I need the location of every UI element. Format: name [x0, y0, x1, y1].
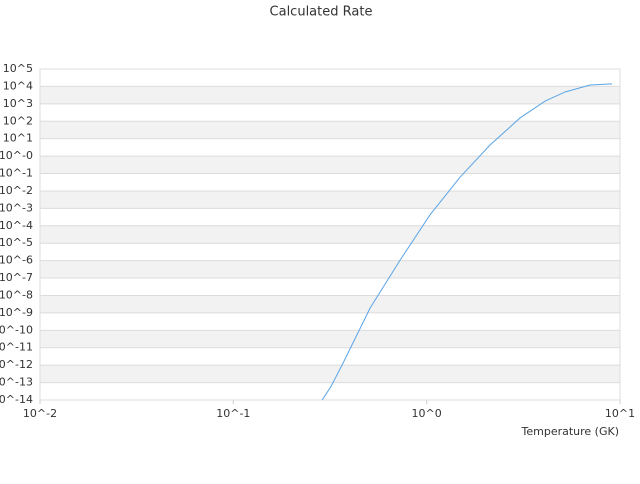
chart-title: Calculated Rate: [270, 5, 373, 20]
grid-band: [40, 225, 620, 244]
x-tick-label: 10^1: [605, 407, 635, 420]
data-line: [321, 83, 613, 400]
y-tick-label: 10^-0: [0, 149, 33, 162]
y-tick-label: 10^-5: [0, 236, 33, 249]
y-tick-label: 10^3: [3, 97, 33, 110]
y-tick-label: 10^-1: [0, 167, 33, 180]
grid-band: [40, 295, 620, 313]
y-tick-label: 10^-10: [0, 323, 33, 336]
y-tick-label: 10^-8: [0, 288, 33, 301]
grid-band: [40, 365, 620, 383]
x-tick-label: 10^-1: [216, 407, 250, 420]
grid-band: [40, 330, 620, 348]
y-tick-label: 10^-6: [0, 254, 33, 267]
y-tick-label: 10^5: [3, 62, 33, 75]
grid-band: [40, 156, 620, 174]
grid-band: [40, 260, 620, 279]
y-tick-label: 10^4: [3, 79, 33, 92]
y-tick-label: 10^-9: [0, 306, 33, 319]
y-tick-label: 10^-13: [0, 376, 33, 389]
grid-band: [40, 86, 620, 104]
grid-band: [40, 190, 620, 209]
y-tick-label: 10^-12: [0, 358, 33, 371]
plot-border: [39, 68, 621, 401]
y-tick-label: 10^-7: [0, 271, 33, 284]
y-tick-label: 10^-4: [0, 219, 33, 232]
x-axis-label: Temperature (GK): [521, 425, 620, 438]
x-tick-label: 10^-2: [23, 407, 57, 420]
x-tick-label: 10^0: [412, 407, 442, 420]
y-tick-label: 10^1: [3, 132, 33, 145]
y-tick-label: 10^2: [3, 114, 33, 127]
y-tick-label: 10^-3: [0, 201, 33, 214]
y-tick-label: 10^-11: [0, 341, 33, 354]
grid-band: [40, 121, 620, 139]
y-tick-label: 10^-14: [0, 393, 33, 406]
y-tick-label: 10^-2: [0, 184, 33, 197]
